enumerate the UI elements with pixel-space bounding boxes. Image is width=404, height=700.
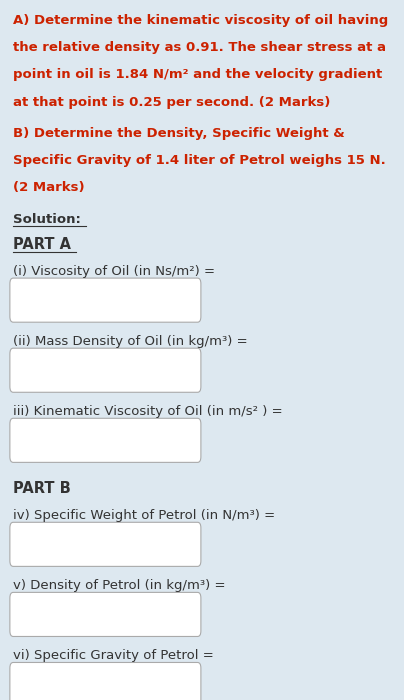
Text: Specific Gravity of 1.4 liter of Petrol weighs 15 N.: Specific Gravity of 1.4 liter of Petrol … bbox=[13, 154, 386, 167]
Text: Solution:: Solution: bbox=[13, 213, 81, 226]
Text: v) Density of Petrol (in kg/m³) =: v) Density of Petrol (in kg/m³) = bbox=[13, 580, 226, 592]
Text: vi) Specific Gravity of Petrol =: vi) Specific Gravity of Petrol = bbox=[13, 650, 214, 662]
FancyBboxPatch shape bbox=[10, 522, 201, 566]
Text: PART A: PART A bbox=[13, 237, 71, 252]
Text: (2 Marks): (2 Marks) bbox=[13, 181, 85, 195]
Text: (ii) Mass Density of Oil (in kg/m³) =: (ii) Mass Density of Oil (in kg/m³) = bbox=[13, 335, 248, 348]
FancyBboxPatch shape bbox=[10, 348, 201, 392]
Text: the relative density as 0.91. The shear stress at a: the relative density as 0.91. The shear … bbox=[13, 41, 386, 55]
Text: B) Determine the Density, Specific Weight &: B) Determine the Density, Specific Weigh… bbox=[13, 127, 345, 140]
Text: iii) Kinematic Viscosity of Oil (in m/s² ) =: iii) Kinematic Viscosity of Oil (in m/s²… bbox=[13, 405, 283, 419]
Text: (i) Viscosity of Oil (in Ns/m²) =: (i) Viscosity of Oil (in Ns/m²) = bbox=[13, 265, 215, 278]
Text: at that point is 0.25 per second. (2 Marks): at that point is 0.25 per second. (2 Mar… bbox=[13, 95, 330, 108]
FancyBboxPatch shape bbox=[10, 662, 201, 700]
FancyBboxPatch shape bbox=[10, 419, 201, 463]
Text: A) Determine the kinematic viscosity of oil having: A) Determine the kinematic viscosity of … bbox=[13, 14, 388, 27]
Text: PART B: PART B bbox=[13, 481, 71, 496]
Text: point in oil is 1.84 N/m² and the velocity gradient: point in oil is 1.84 N/m² and the veloci… bbox=[13, 69, 383, 81]
Text: iv) Specific Weight of Petrol (in N/m³) =: iv) Specific Weight of Petrol (in N/m³) … bbox=[13, 510, 275, 522]
FancyBboxPatch shape bbox=[10, 278, 201, 322]
FancyBboxPatch shape bbox=[10, 592, 201, 636]
